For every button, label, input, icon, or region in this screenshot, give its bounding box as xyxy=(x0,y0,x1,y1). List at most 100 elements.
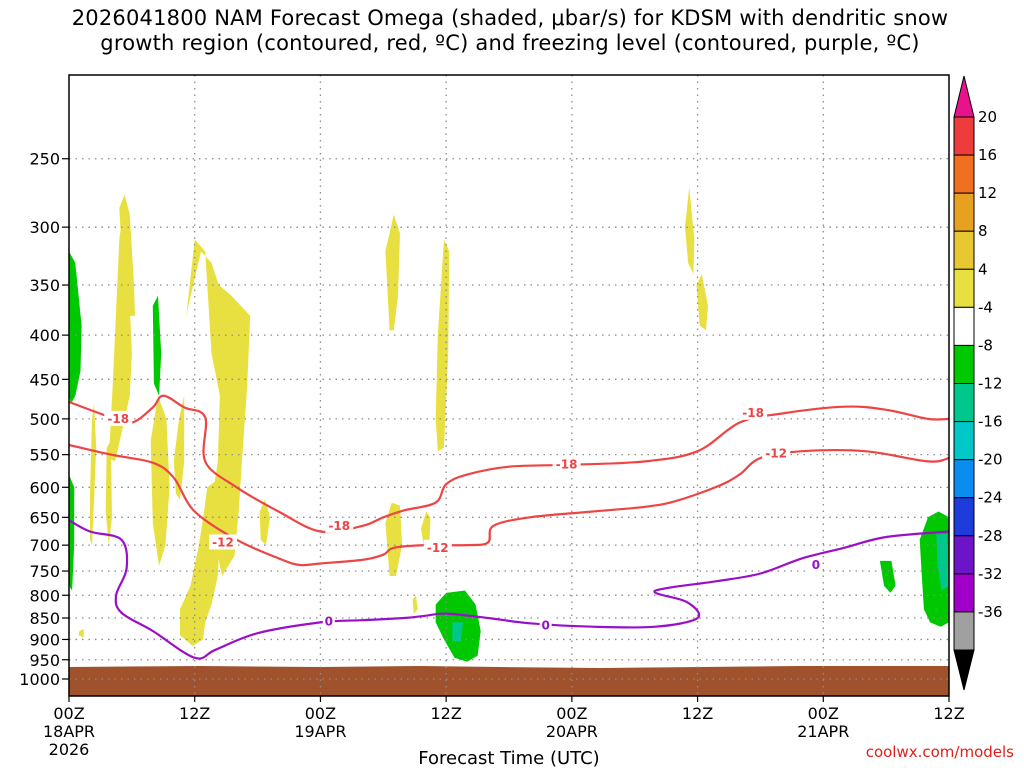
contour-label: -18 xyxy=(328,519,350,533)
chart-title-line2: growth region (contoured, red, ºC) and f… xyxy=(100,31,920,55)
omega-positive-region xyxy=(105,440,112,546)
colorbar-swatch xyxy=(953,535,975,575)
omega-positive-region xyxy=(78,628,84,638)
dgz-minus18-contour xyxy=(69,394,949,534)
contour-label-background xyxy=(104,410,133,426)
chart-title: 2026041800 NAM Forecast Omega (shaded, μ… xyxy=(0,6,1020,56)
contour-label-background xyxy=(423,539,452,555)
colorbar-label: 16 xyxy=(978,146,997,164)
y-tick-label: 250 xyxy=(29,150,60,169)
colorbar-bottom-arrow xyxy=(953,649,975,691)
chart-title-line1: 2026041800 NAM Forecast Omega (shaded, μ… xyxy=(71,6,949,30)
colorbar-swatch xyxy=(953,230,975,270)
omega-shading xyxy=(69,187,949,696)
colorbar-swatch xyxy=(953,459,975,499)
omega-negative-region xyxy=(69,474,75,591)
omega-positive-region xyxy=(412,595,418,614)
colorbar-swatch xyxy=(953,383,975,423)
omega-positive-region xyxy=(150,395,170,566)
colorbar-swatch xyxy=(953,344,975,384)
omega-negative-region xyxy=(152,295,162,396)
contour-label: -12 xyxy=(212,535,234,549)
colorbar-swatch xyxy=(953,116,975,156)
contour-label: 0 xyxy=(812,558,820,572)
x-tick-date-label: 20APR xyxy=(546,722,598,741)
omega-positive-region xyxy=(685,187,695,275)
colorbar-swatch xyxy=(953,497,975,537)
x-tick-label: 12Z xyxy=(682,704,713,723)
colorbar-label: -28 xyxy=(978,527,1003,545)
ground-terrain xyxy=(69,666,949,696)
colorbar-swatch xyxy=(953,573,975,613)
y-tick-label: 950 xyxy=(29,651,60,670)
colorbar: 20 16 12 8 4 -4 -8 -12 -16 -20 -24 -28 -32 -36 xyxy=(953,75,1003,691)
contour-label: -18 xyxy=(556,458,578,472)
omega-negative-region xyxy=(452,622,463,642)
colorbar-swatch xyxy=(953,192,975,232)
y-tick-label: 800 xyxy=(29,586,60,605)
contour-label-background xyxy=(552,456,581,472)
contour-label-background xyxy=(209,534,237,550)
x-tick-label: 00Z xyxy=(808,704,839,723)
colorbar-label: 4 xyxy=(978,260,988,278)
y-tick-label: 900 xyxy=(29,630,60,649)
colorbar-swatch xyxy=(953,611,975,651)
omega-negative-region xyxy=(69,251,82,404)
omega-positive-region xyxy=(421,511,431,548)
y-tick-label: 600 xyxy=(29,478,60,497)
colorbar-swatch xyxy=(953,306,975,346)
contour-label: -18 xyxy=(742,406,764,420)
x-tick-date-label: 21APR xyxy=(797,722,849,741)
y-tick-label: 400 xyxy=(29,326,60,345)
contour-label: -12 xyxy=(427,541,449,555)
contour-label: -12 xyxy=(765,446,787,460)
x-tick-year-label: 2026 xyxy=(49,740,90,759)
x-tick-label: 00Z xyxy=(556,704,587,723)
x-tick-date-label: 19APR xyxy=(294,722,346,741)
colorbar-label: -24 xyxy=(978,489,1003,507)
omega-positive-region xyxy=(435,239,450,452)
colorbar-label: -32 xyxy=(978,565,1003,583)
omega-negative-region xyxy=(936,534,949,591)
omega-positive-region xyxy=(696,274,708,331)
y-tick-label: 750 xyxy=(29,562,60,581)
colorbar-label: 8 xyxy=(978,222,988,240)
y-tick-label: 850 xyxy=(29,609,60,628)
contour-label-background xyxy=(325,517,354,533)
x-tick-label: 00Z xyxy=(53,704,84,723)
credit-link[interactable]: coolwx.com/models xyxy=(865,743,1014,761)
y-tick-label: 700 xyxy=(29,536,60,555)
omega-positive-region xyxy=(173,395,185,500)
x-tick-label: 12Z xyxy=(179,704,210,723)
colorbar-swatch xyxy=(953,268,975,308)
colorbar-label: -8 xyxy=(978,336,993,354)
omega-positive-region xyxy=(186,239,251,576)
colorbar-label: -12 xyxy=(978,375,1003,393)
omega-negative-region xyxy=(879,560,896,593)
colorbar-label: -36 xyxy=(978,603,1003,621)
colorbar-label: 20 xyxy=(978,108,997,126)
omega-positive-region xyxy=(385,502,403,576)
y-tick-label: 550 xyxy=(29,446,60,465)
omega-positive-region xyxy=(385,214,400,331)
x-axis-label: Forecast Time (UTC) xyxy=(418,748,599,768)
contour-label-background xyxy=(762,445,791,461)
colorbar-top-arrow xyxy=(953,75,975,118)
dgz-minus12-contour xyxy=(69,443,949,567)
contour-label: 0 xyxy=(325,615,333,629)
contour-label-background xyxy=(322,613,335,629)
x-tick-label: 00Z xyxy=(305,704,336,723)
y-tick-label: 650 xyxy=(29,508,60,527)
x-tick-date-label: 18APR xyxy=(43,722,95,741)
axes: 250 300 350 400 450 500 550 600 650 700 750 800 850 9… xyxy=(19,150,964,759)
x-tick-label: 12Z xyxy=(430,704,461,723)
x-tick-label: 12Z xyxy=(933,704,964,723)
colorbar-label: -20 xyxy=(978,451,1003,469)
contours: -12 -12 -12 -18 -18 -18 -18 0 0 0 xyxy=(69,394,949,660)
omega-positive-region xyxy=(90,403,97,546)
contour-label-background xyxy=(539,617,552,633)
colorbar-label: 12 xyxy=(978,184,997,202)
y-tick-label: 350 xyxy=(29,276,60,295)
y-tick-label: 500 xyxy=(29,410,60,429)
